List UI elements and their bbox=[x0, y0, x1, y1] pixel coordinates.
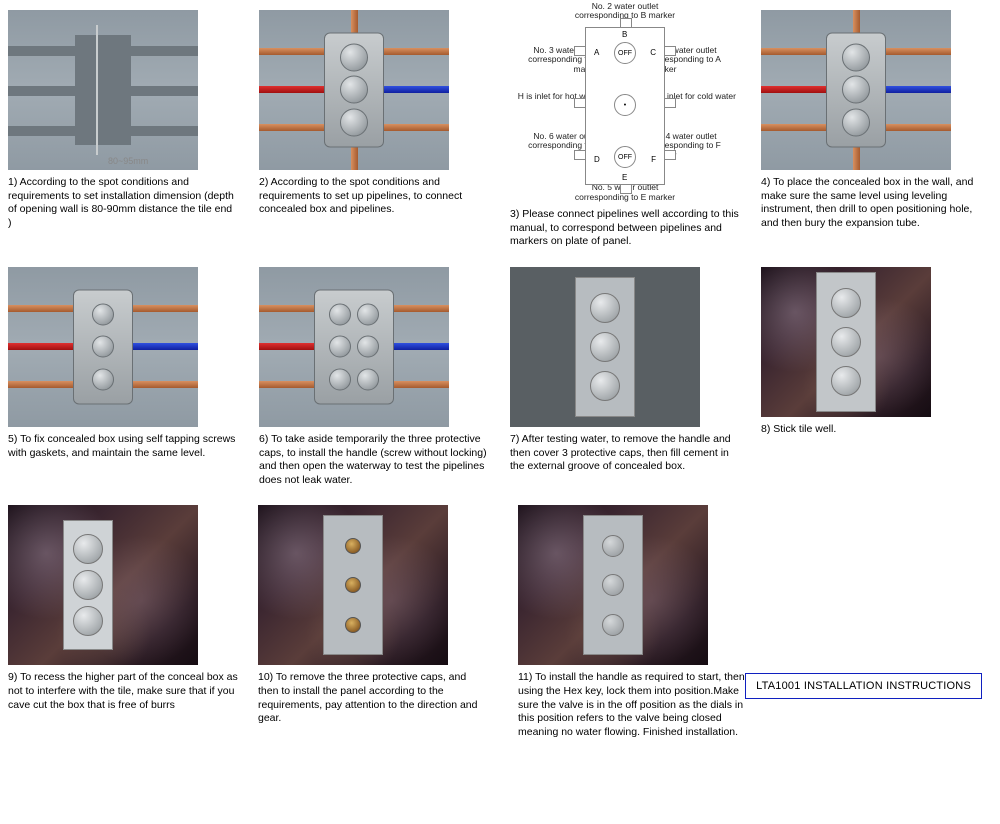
step-8-caption: 8) Stick tile well. bbox=[761, 423, 991, 437]
step-9-figure bbox=[8, 505, 198, 665]
step-10-caption: 10) To remove the three protective caps,… bbox=[258, 671, 488, 726]
step-8: 8) Stick tile well. bbox=[761, 267, 992, 488]
steps-row-3: 9) To recess the higher part of the conc… bbox=[8, 505, 992, 739]
step-1: 80~95mm 1) According to the spot conditi… bbox=[8, 10, 239, 249]
dimension-label: 80~95mm bbox=[108, 156, 148, 166]
step-7: 7) After testing water, to remove the ha… bbox=[510, 267, 741, 488]
step-11: 11) To install the handle as required to… bbox=[518, 505, 818, 739]
step-9: 9) To recess the higher part of the conc… bbox=[8, 505, 238, 739]
step-4-figure bbox=[761, 10, 951, 170]
step-3-figure: No. 2 water outlet corresponding to B ma… bbox=[510, 2, 740, 202]
step-5-caption: 5) To fix concealed box using self tappi… bbox=[8, 433, 238, 460]
step-6-figure bbox=[259, 267, 449, 427]
step-7-figure bbox=[510, 267, 700, 427]
title-box: LTA1001 INSTALLATION INSTRUCTIONS bbox=[745, 673, 982, 699]
step-1-figure: 80~95mm bbox=[8, 10, 198, 170]
step-5: 5) To fix concealed box using self tappi… bbox=[8, 267, 239, 488]
step-7-caption: 7) After testing water, to remove the ha… bbox=[510, 433, 740, 474]
step-9-caption: 9) To recess the higher part of the conc… bbox=[8, 671, 238, 712]
step-1-caption: 1) According to the spot conditions and … bbox=[8, 176, 238, 231]
document-title: LTA1001 INSTALLATION INSTRUCTIONS bbox=[756, 680, 971, 692]
step-4: 4) To place the concealed box in the wal… bbox=[761, 10, 992, 249]
step-3: No. 2 water outlet corresponding to B ma… bbox=[510, 10, 741, 249]
step-6-caption: 6) To take aside temporarily the three p… bbox=[259, 433, 489, 488]
step-4-caption: 4) To place the concealed box in the wal… bbox=[761, 176, 991, 231]
step-10: 10) To remove the three protective caps,… bbox=[258, 505, 498, 739]
step-3-caption: 3) Please connect pipelines well accordi… bbox=[510, 208, 740, 249]
concealed-box-icon bbox=[324, 33, 384, 148]
step-2: 2) According to the spot conditions and … bbox=[259, 10, 490, 249]
steps-grid: 80~95mm 1) According to the spot conditi… bbox=[8, 10, 992, 487]
step-11-caption: 11) To install the handle as required to… bbox=[518, 671, 748, 739]
step-2-caption: 2) According to the spot conditions and … bbox=[259, 176, 489, 217]
step-10-figure bbox=[258, 505, 448, 665]
step-6: 6) To take aside temporarily the three p… bbox=[259, 267, 490, 488]
step-2-figure bbox=[259, 10, 449, 170]
step-5-figure bbox=[8, 267, 198, 427]
step-8-figure bbox=[761, 267, 931, 417]
step-11-figure bbox=[518, 505, 708, 665]
